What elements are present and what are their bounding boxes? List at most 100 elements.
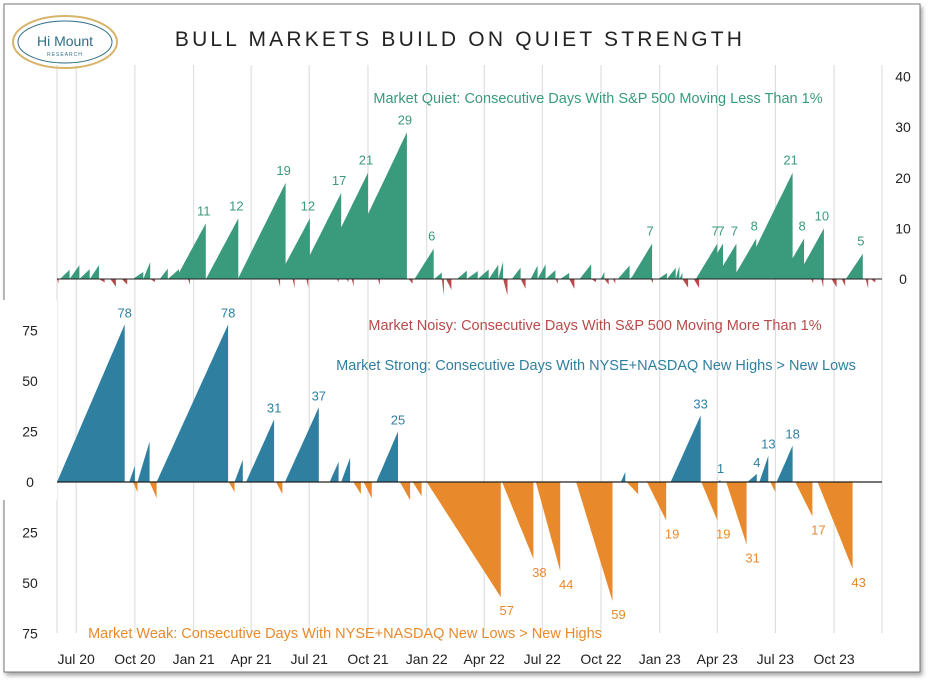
- noisy-run: [870, 279, 876, 283]
- logo-inner-ellipse: [17, 20, 113, 64]
- x-tick-label: Jan 23: [639, 651, 681, 667]
- noisy-run: [604, 279, 609, 285]
- quiet-run: [658, 273, 667, 279]
- legend-weak: Market Weak: Consecutive Days With NYSE+…: [88, 626, 602, 642]
- quiet-run: [466, 271, 478, 279]
- x-tick-label: Oct 22: [580, 651, 621, 667]
- quiet-run: [666, 267, 676, 279]
- noisy-run: [150, 279, 155, 282]
- strong-run: [341, 457, 351, 482]
- quiet-run: [545, 270, 556, 279]
- strong-run: [620, 471, 626, 482]
- quiet-run: [414, 248, 434, 279]
- x-tick-label: Oct 21: [347, 651, 388, 667]
- weak-run: [726, 482, 747, 545]
- weak-run: [535, 482, 561, 571]
- quiet-run: [205, 218, 239, 279]
- noisy-run: [110, 279, 116, 287]
- legend-noisy: Market Noisy: Consecutive Days With S&P …: [368, 318, 821, 334]
- noisy-run: [188, 279, 190, 285]
- quiet-run: [675, 266, 680, 279]
- quiet-peak-label: 12: [301, 198, 315, 213]
- quiet-run: [579, 264, 592, 279]
- quiet-peak-label: 7: [647, 224, 654, 239]
- quiet-run: [237, 182, 286, 279]
- noisy-run: [377, 279, 380, 285]
- quiet-run: [337, 132, 407, 279]
- quiet-run: [617, 265, 630, 279]
- quiet-run: [456, 270, 467, 279]
- quiet-run: [629, 273, 637, 279]
- quiet-peak-label: 7: [712, 224, 719, 239]
- noisy-run: [650, 279, 653, 284]
- weak-run: [363, 482, 372, 499]
- noisy-run: [441, 279, 444, 296]
- strong-run: [246, 419, 275, 482]
- noisy-run: [831, 279, 837, 288]
- quiet-run: [530, 265, 538, 279]
- quiet-run: [679, 272, 683, 279]
- strong-peak-label: 18: [785, 427, 799, 442]
- quiet-peak-label: 12: [229, 198, 243, 213]
- quiet-run: [132, 272, 144, 279]
- quiet-run: [60, 269, 70, 279]
- weak-run: [353, 482, 361, 495]
- quiet-run: [159, 268, 168, 279]
- noisy-run: [503, 279, 508, 296]
- strong-run: [57, 324, 125, 482]
- right-y-tick-label: 20: [895, 170, 911, 186]
- quiet-run: [488, 264, 499, 279]
- quiet-peak-label: 11: [197, 203, 211, 218]
- strong-peak-label: 1: [717, 461, 724, 476]
- bottom-panel-series: [0, 300, 853, 602]
- logo-sub: RESEARCH: [47, 52, 83, 58]
- weak-peak-label: 31: [745, 551, 759, 566]
- noisy-run: [292, 279, 295, 289]
- weak-run: [426, 482, 501, 598]
- x-tick-label: Jul 21: [291, 651, 329, 667]
- weak-peak-label: 44: [559, 577, 573, 592]
- quiet-run: [89, 265, 99, 279]
- left-mask: [0, 300, 57, 500]
- noisy-run: [841, 279, 846, 287]
- grid-lines: [56, 65, 883, 633]
- quiet-peak-label: 6: [428, 229, 435, 244]
- quiet-run: [600, 271, 605, 279]
- noisy-run: [821, 279, 824, 288]
- noisy-run: [351, 279, 354, 287]
- noisy-run: [336, 279, 339, 283]
- logo-ellipse: [12, 15, 118, 69]
- noisy-run: [121, 279, 128, 285]
- quiet-run: [795, 228, 824, 279]
- quiet-run: [143, 262, 151, 279]
- weak-run: [576, 482, 613, 602]
- noisy-run: [346, 279, 349, 282]
- quiet-peak-label: 5: [857, 234, 864, 249]
- x-tick-label: Jan 21: [173, 651, 215, 667]
- quiet-run: [701, 243, 723, 279]
- quiet-peak-label: 7: [731, 224, 738, 239]
- weak-peak-label: 17: [811, 522, 825, 537]
- weak-run: [133, 482, 138, 493]
- weak-run: [817, 482, 853, 569]
- strong-run: [156, 324, 229, 482]
- weak-peak-label: 59: [611, 607, 625, 622]
- quiet-peak-label: 19: [276, 163, 290, 178]
- weak-run: [502, 482, 534, 559]
- logo: Hi Mount RESEARCH: [12, 15, 118, 69]
- chart-title: BULL MARKETS BUILD ON QUIET STRENGTH: [175, 28, 745, 51]
- strong-peak-label: 37: [312, 388, 326, 403]
- noisy-run: [520, 279, 526, 289]
- left-y-tick-label: 25: [22, 525, 38, 541]
- weak-run: [795, 482, 813, 517]
- x-tick-label: Oct 20: [114, 651, 155, 667]
- quiet-run: [560, 273, 570, 279]
- weak-run: [276, 482, 283, 495]
- quiet-peak-label: 21: [783, 153, 797, 168]
- quiet-run: [780, 238, 805, 279]
- left-y-tick-label: 25: [22, 424, 38, 440]
- strong-run: [670, 415, 701, 482]
- quiet-run: [845, 253, 863, 279]
- quiet-peak-label: 29: [398, 112, 412, 127]
